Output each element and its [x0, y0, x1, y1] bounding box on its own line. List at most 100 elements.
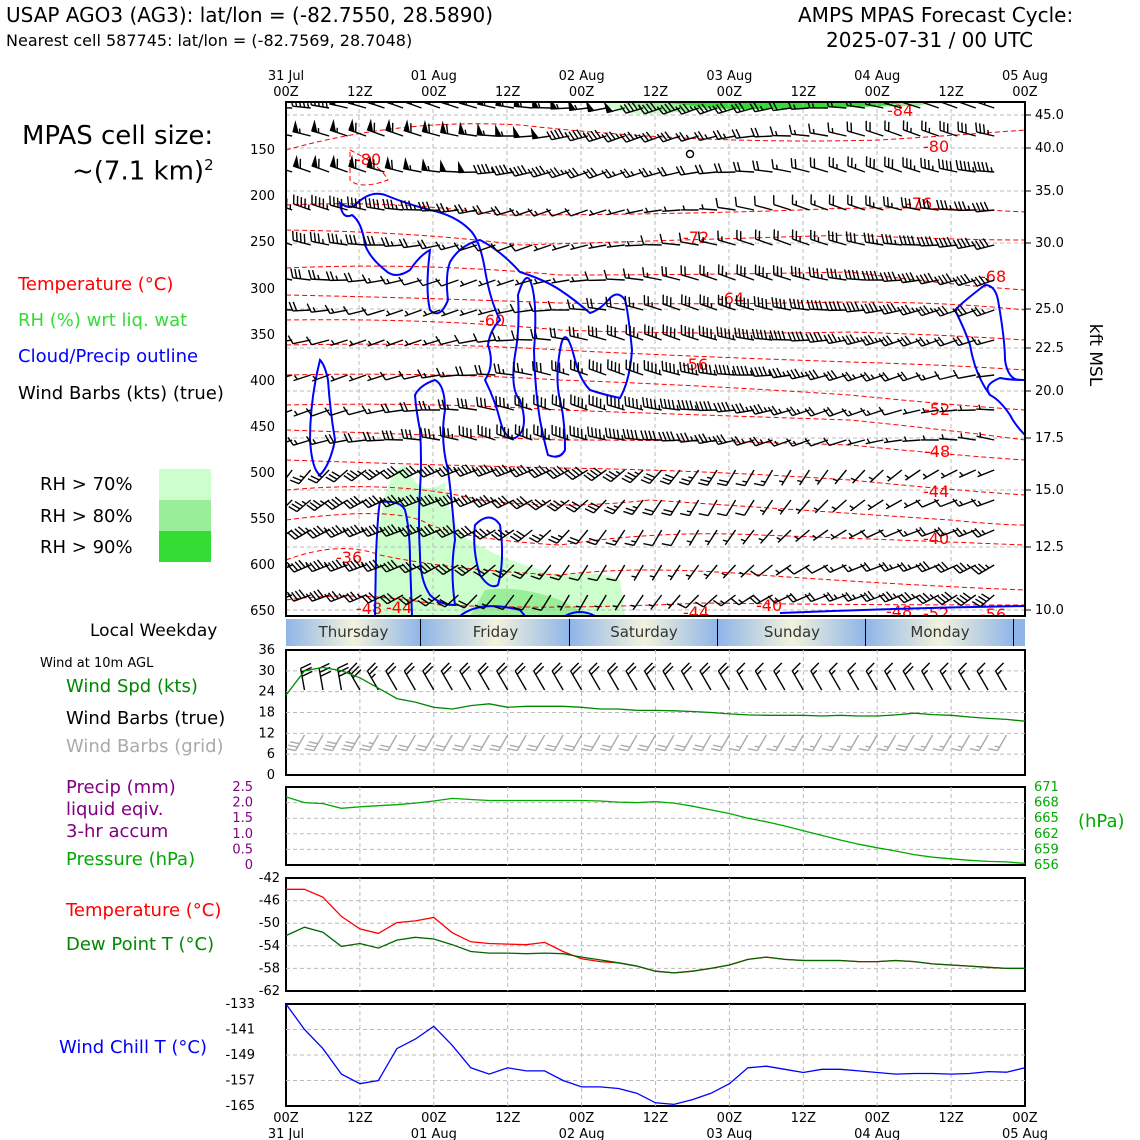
barb-half: [685, 574, 691, 578]
barb-shaft: [976, 102, 995, 109]
panel-y-tick: 30: [258, 664, 275, 679]
barb-full: [970, 498, 978, 507]
profile-barb: [400, 200, 422, 211]
barb-full: [717, 163, 723, 173]
barb-shaft: [865, 309, 884, 314]
barb-shaft: [631, 499, 644, 515]
barb-half: [312, 375, 317, 381]
profile-right-tick: 45.0: [1035, 108, 1064, 123]
barb-half: [865, 745, 871, 748]
barb-full: [416, 277, 424, 287]
barb-shaft: [514, 370, 533, 376]
barb-full: [975, 598, 984, 605]
barb-full: [767, 438, 775, 447]
barb-full: [517, 165, 524, 175]
barb-full: [941, 274, 949, 284]
barb-full: [698, 434, 704, 443]
barb-full: [653, 399, 657, 409]
barb-shaft: [941, 594, 958, 606]
barb-shaft: [292, 105, 311, 109]
profile-barb: [717, 499, 737, 517]
barb-half: [959, 500, 964, 506]
barb-full: [380, 744, 390, 748]
barb-half: [304, 527, 310, 532]
barb-full: [494, 531, 503, 539]
barb-full: [549, 168, 557, 177]
barb-half: [612, 605, 618, 608]
barb-shaft: [404, 309, 422, 317]
barb-full: [510, 330, 516, 340]
barb-full: [823, 593, 831, 602]
profile-barb: [897, 272, 921, 284]
barb-full: [498, 164, 505, 174]
barb-full: [697, 131, 705, 140]
barb-full: [754, 482, 764, 487]
barb-full: [472, 468, 480, 477]
barb-full: [659, 398, 663, 408]
barb-shaft: [681, 135, 699, 142]
barb-full: [479, 397, 483, 408]
barb-full: [676, 433, 682, 443]
legend-wind: Wind Barbs (kts) (true): [18, 383, 224, 404]
cell-size-label-1: MPAS cell size:: [22, 121, 214, 151]
barb-full: [442, 563, 451, 571]
bottom-tick-time: 12Z: [643, 1111, 669, 1126]
barb-full: [490, 500, 499, 509]
barb-half: [774, 130, 778, 136]
barb-full: [638, 168, 645, 178]
barb-shaft: [441, 309, 459, 317]
barb-shaft: [551, 336, 570, 341]
profile-barb: [324, 304, 348, 315]
barb-half: [694, 405, 698, 411]
barb-full: [324, 529, 332, 538]
barb-full: [920, 236, 926, 246]
barb-half: [832, 478, 838, 482]
barb-full: [677, 603, 687, 609]
barb-full: [531, 501, 540, 509]
barb-shaft: [296, 499, 312, 513]
profile-barb: [656, 131, 681, 143]
barb-shaft: [865, 439, 884, 445]
barb-half: [478, 280, 483, 286]
barb-full: [937, 336, 945, 346]
barb-full: [583, 474, 593, 482]
profile-barb: [453, 464, 478, 477]
barb-shaft: [615, 564, 626, 581]
barb-shaft: [515, 433, 533, 441]
barb-full: [619, 105, 627, 114]
profile-barb: [437, 399, 459, 411]
barb-half: [372, 435, 376, 441]
barb-half: [929, 594, 934, 599]
panel-y-tick: 2.0: [232, 796, 253, 811]
barb-full: [823, 372, 830, 381]
barb-shaft: [386, 594, 404, 605]
barb-shaft: [385, 309, 404, 317]
title-right-1: AMPS MPAS Forecast Cycle:: [798, 3, 1074, 27]
profile-barb: [286, 439, 293, 443]
barb-shaft: [535, 499, 552, 511]
barb-full: [658, 431, 663, 442]
barb-half: [276, 375, 279, 379]
barb-full: [812, 369, 819, 379]
barb-full: [306, 303, 312, 313]
barb-full: [715, 197, 719, 208]
barb-full: [420, 239, 427, 249]
profile-barb: [436, 594, 459, 608]
wind-barb-grid: [452, 734, 472, 752]
barb-full: [598, 429, 602, 439]
profile-barb: [533, 394, 552, 411]
profile-barb: [531, 594, 552, 611]
barb-half: [330, 339, 335, 345]
barb-full: [676, 744, 686, 748]
profile-barb: [286, 309, 293, 311]
barb-full: [587, 577, 598, 582]
barb-shaft: [810, 132, 829, 137]
profile-barb: [527, 499, 552, 511]
barb-full: [643, 542, 653, 547]
barb-shaft: [366, 409, 385, 415]
barb-half: [713, 369, 716, 375]
barb-full: [447, 428, 450, 438]
barb-full: [483, 494, 491, 503]
profile-barb: [915, 305, 940, 317]
barb-half: [830, 102, 834, 108]
